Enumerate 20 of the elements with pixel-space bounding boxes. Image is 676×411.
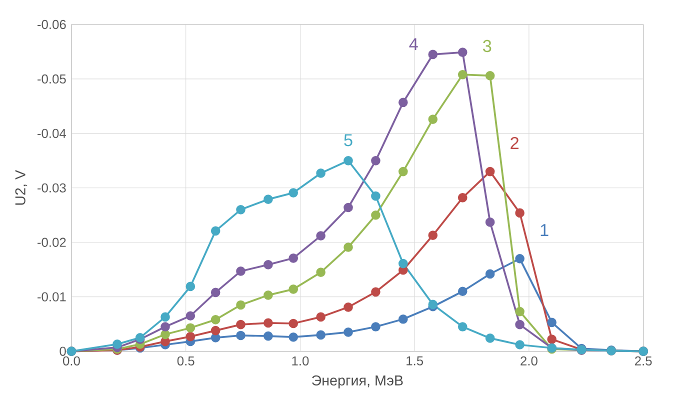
- series-label: 3: [483, 40, 492, 52]
- y-axis-title: U2, V: [15, 170, 28, 205]
- y-tick-label: -0.03: [38, 184, 66, 193]
- x-tick-label: 0.5: [177, 356, 194, 366]
- series-label: 5: [344, 134, 352, 146]
- y-tick-label: -0.04: [38, 129, 66, 138]
- series-label: 4: [409, 38, 418, 50]
- x-tick-label: 1.5: [406, 356, 424, 366]
- y-tick-label: -0.05: [38, 74, 66, 84]
- y-tick-label: -0.06: [38, 20, 66, 30]
- series-label: 1: [540, 224, 548, 236]
- y-tick-label: -0.01: [38, 292, 66, 302]
- x-tick-label: 2.0: [520, 356, 538, 366]
- series-label: 2: [510, 137, 519, 150]
- x-tick-label: 2.5: [635, 356, 652, 366]
- x-axis-title: Энергия, МэВ: [312, 376, 403, 389]
- y-tick-label: -0.02: [38, 238, 66, 248]
- y-tick-label: 0: [60, 346, 66, 356]
- x-tick-label: 1.0: [292, 356, 309, 366]
- x-tick-label: 0.0: [62, 356, 80, 366]
